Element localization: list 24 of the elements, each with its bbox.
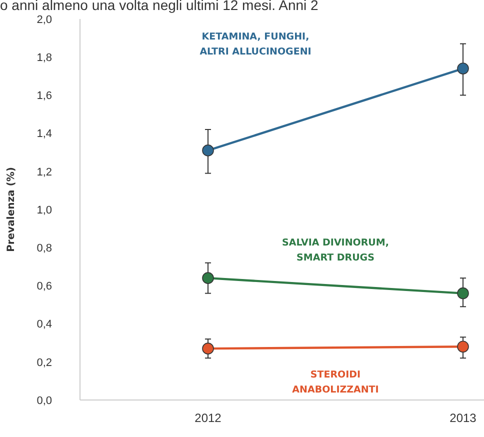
x-tick-label: 2013 <box>450 411 477 425</box>
point <box>202 342 214 354</box>
y-tick-label: 0,4 <box>36 318 52 331</box>
y-tick-label: 1,6 <box>36 90 52 102</box>
series-label: SALVIA DIVINORUM, SMART DRUGS <box>282 238 389 264</box>
point <box>457 340 469 353</box>
text: KETAMINA, FUNGHI, ALTRI ALLUCINOGENI <box>200 31 312 58</box>
y-axis-title: Prevalenza (%) <box>6 167 17 252</box>
y-tick-label: 1,2 <box>36 166 52 178</box>
y-tick-label: 0,8 <box>36 242 52 254</box>
y-tick-label: 1,0 <box>36 204 52 216</box>
point <box>202 144 214 156</box>
y-tick-label: 0,2 <box>36 356 52 369</box>
point <box>457 62 469 74</box>
y-tick-label: 0,6 <box>36 280 52 293</box>
y-tick-label: 0,0 <box>36 394 52 407</box>
text: STEROIDI ANABOLIZZANTI <box>292 370 379 396</box>
y-tick-label: 2,0 <box>36 14 52 26</box>
x-tick-label: 2012 <box>194 411 222 425</box>
y-tick-label: 1,8 <box>36 52 52 64</box>
y-tick-label: 1,4 <box>36 128 52 140</box>
point <box>202 272 214 284</box>
chart-title: o anni almeno una volta negli ultimi 12 mesi. Anni 2 <box>0 0 319 13</box>
point <box>457 287 469 300</box>
